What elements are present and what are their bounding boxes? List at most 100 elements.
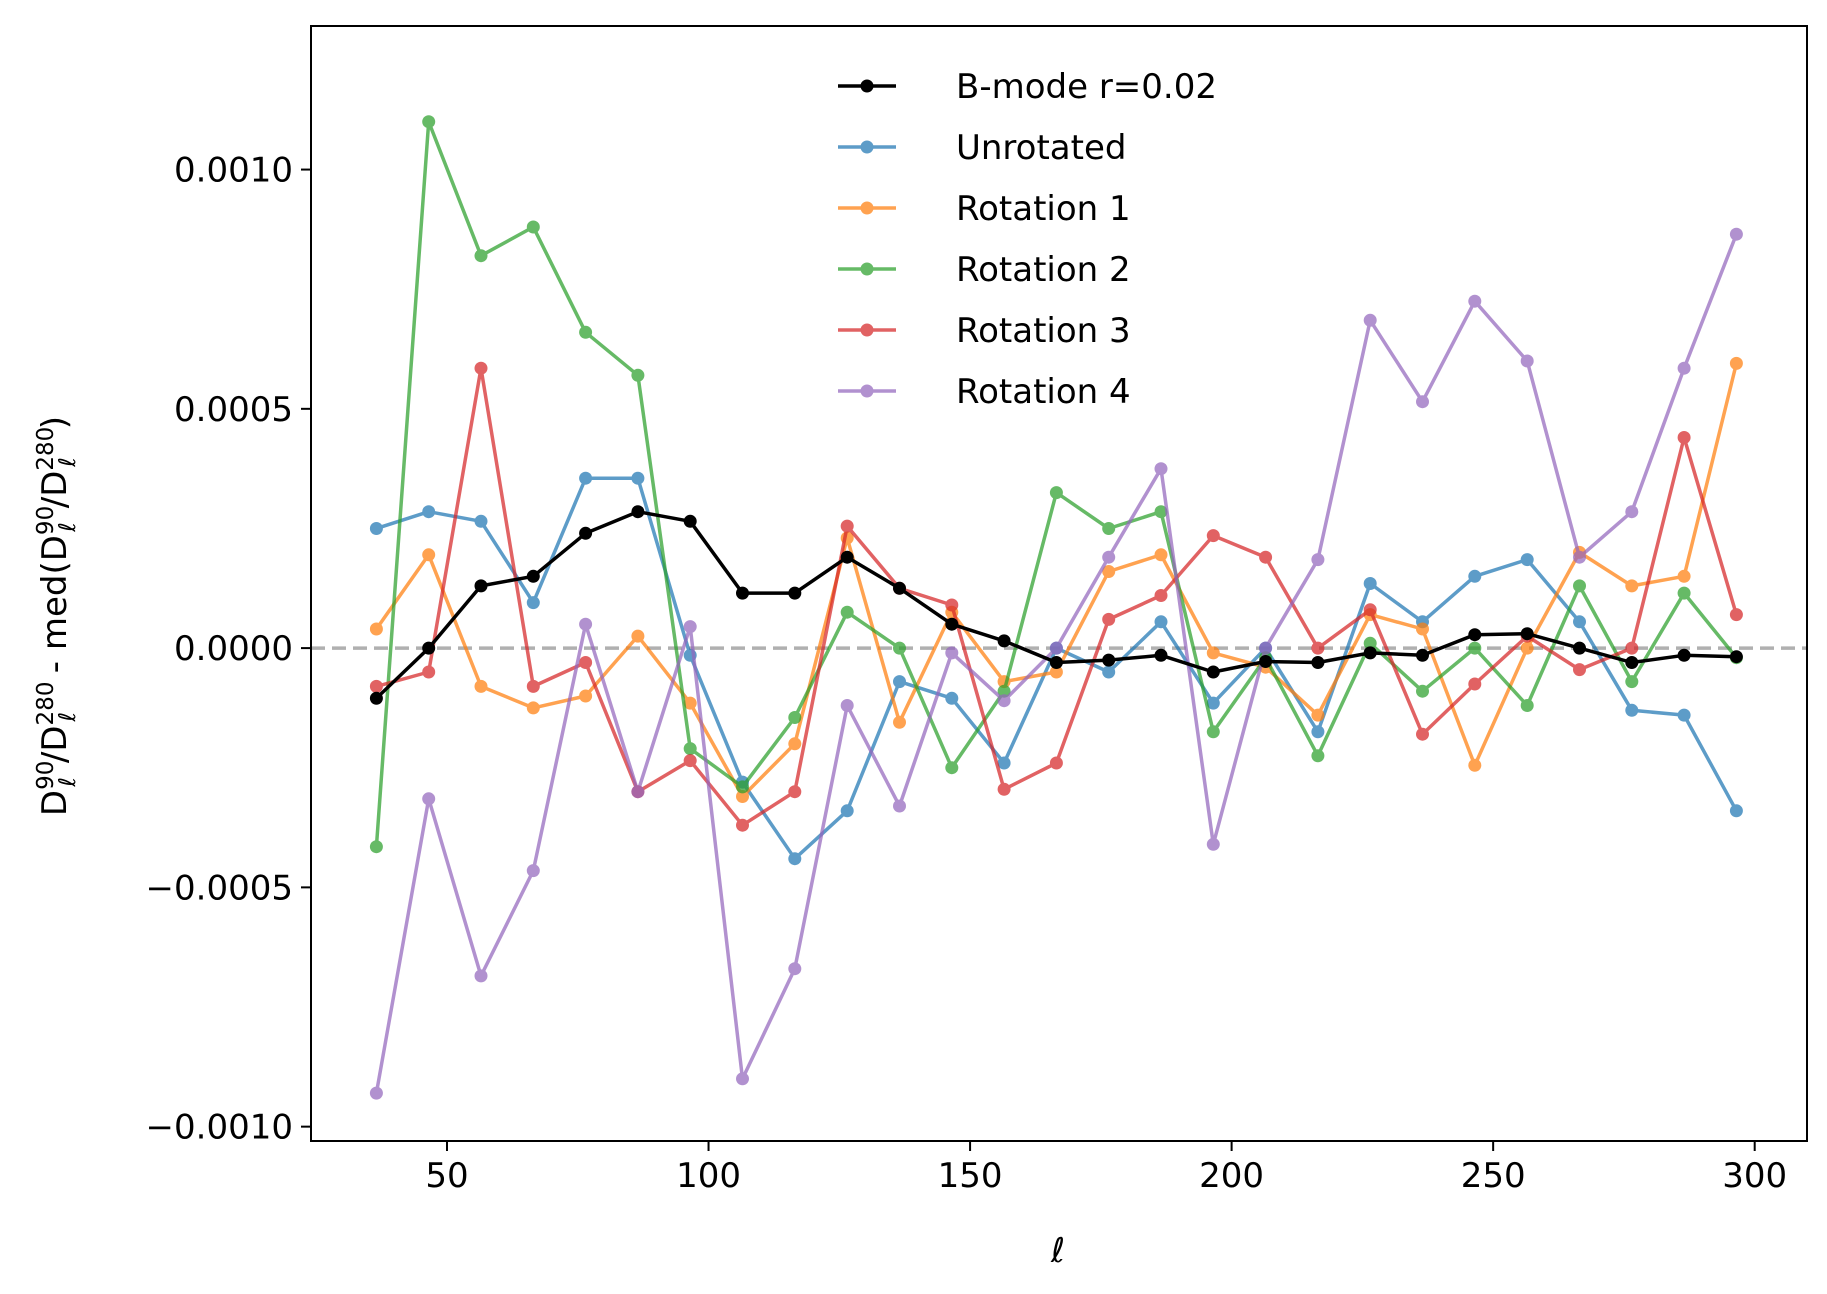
data-point bbox=[1468, 677, 1482, 691]
x-tick-label: 100 bbox=[676, 1156, 741, 1196]
data-point bbox=[1311, 708, 1325, 722]
data-point bbox=[1363, 646, 1377, 660]
data-point bbox=[1573, 579, 1586, 593]
data-point bbox=[631, 629, 645, 643]
data-point bbox=[422, 548, 436, 562]
data-point bbox=[631, 505, 645, 519]
x-tick-label: 200 bbox=[1199, 1156, 1264, 1196]
data-point bbox=[788, 711, 802, 724]
data-point bbox=[1416, 648, 1429, 662]
data-point bbox=[422, 792, 436, 806]
legend-marker bbox=[860, 384, 874, 398]
legend-entry bbox=[838, 262, 896, 276]
series-rotation-3 bbox=[369, 361, 1743, 832]
data-point bbox=[683, 620, 697, 634]
data-point bbox=[893, 799, 906, 813]
data-point bbox=[840, 605, 854, 619]
data-point bbox=[1677, 431, 1691, 444]
data-point bbox=[526, 679, 540, 693]
axes-frame bbox=[310, 25, 1808, 1142]
data-point bbox=[945, 598, 959, 612]
data-point bbox=[788, 852, 802, 866]
data-point bbox=[1049, 656, 1063, 669]
data-point bbox=[1206, 696, 1220, 710]
data-point bbox=[1416, 727, 1429, 741]
x-tick-label: 150 bbox=[938, 1156, 1003, 1196]
data-point bbox=[1520, 354, 1534, 368]
data-point bbox=[526, 569, 540, 583]
data-point bbox=[1154, 648, 1168, 662]
data-point bbox=[1154, 462, 1168, 476]
data-point bbox=[579, 617, 593, 631]
data-point bbox=[1573, 663, 1586, 677]
data-point bbox=[369, 522, 383, 535]
data-point bbox=[579, 656, 593, 669]
data-point bbox=[683, 742, 697, 756]
data-point bbox=[1468, 758, 1482, 772]
data-point bbox=[1729, 650, 1743, 664]
data-point bbox=[1049, 641, 1063, 655]
data-point bbox=[1677, 648, 1691, 662]
data-point bbox=[1049, 665, 1063, 679]
x-tick-label: 300 bbox=[1722, 1156, 1787, 1196]
data-point bbox=[422, 641, 436, 655]
data-point bbox=[1416, 622, 1429, 636]
legend-entry bbox=[838, 201, 896, 215]
legend-entry bbox=[838, 323, 896, 337]
legend-marker bbox=[860, 79, 874, 93]
data-point bbox=[474, 579, 488, 593]
data-point bbox=[840, 550, 854, 564]
data-point bbox=[1625, 703, 1639, 717]
legend-marker bbox=[860, 140, 874, 154]
data-point bbox=[1625, 641, 1639, 655]
data-point bbox=[1206, 665, 1220, 679]
data-point bbox=[1363, 577, 1377, 590]
data-point bbox=[1468, 569, 1482, 583]
data-point bbox=[893, 581, 906, 595]
data-point bbox=[1102, 653, 1116, 667]
data-point bbox=[1259, 641, 1273, 655]
x-tick-label: 250 bbox=[1461, 1156, 1526, 1196]
data-point bbox=[369, 1086, 383, 1100]
data-point bbox=[1311, 749, 1325, 763]
data-point bbox=[997, 684, 1011, 698]
data-point bbox=[893, 675, 906, 689]
data-point bbox=[1573, 641, 1586, 655]
legend-entry bbox=[838, 384, 896, 398]
data-point bbox=[1573, 550, 1586, 564]
data-point bbox=[1625, 656, 1639, 669]
data-point bbox=[1311, 641, 1325, 655]
data-point bbox=[1625, 579, 1639, 593]
data-point bbox=[683, 696, 697, 710]
data-point bbox=[945, 646, 959, 660]
data-point bbox=[736, 586, 749, 600]
data-point bbox=[1677, 569, 1691, 583]
data-point bbox=[579, 526, 593, 540]
data-point bbox=[1206, 529, 1220, 543]
data-point bbox=[1468, 294, 1482, 308]
data-point bbox=[369, 622, 383, 636]
data-point bbox=[997, 694, 1011, 708]
legend-label: Rotation 1 bbox=[956, 189, 1131, 229]
data-point bbox=[1625, 675, 1639, 689]
legend-label: Rotation 4 bbox=[956, 372, 1131, 412]
y-axis-label: D90ℓ/D280ℓ - med(D90ℓ/D280ℓ) bbox=[33, 416, 81, 816]
data-point bbox=[1311, 656, 1325, 669]
data-point bbox=[736, 1072, 749, 1086]
data-point bbox=[1311, 553, 1325, 567]
data-point bbox=[526, 701, 540, 715]
data-point bbox=[1154, 505, 1168, 519]
data-point bbox=[579, 471, 593, 485]
data-point bbox=[1468, 628, 1482, 642]
data-point bbox=[1363, 313, 1377, 327]
data-point bbox=[526, 864, 540, 878]
y-tick-label: 0.0000 bbox=[174, 629, 293, 669]
data-point bbox=[840, 804, 854, 818]
legend-marker bbox=[860, 323, 874, 337]
data-point bbox=[474, 514, 488, 528]
data-point bbox=[1154, 615, 1168, 629]
data-point bbox=[1729, 608, 1743, 622]
data-point bbox=[788, 737, 802, 751]
data-point bbox=[788, 586, 802, 600]
